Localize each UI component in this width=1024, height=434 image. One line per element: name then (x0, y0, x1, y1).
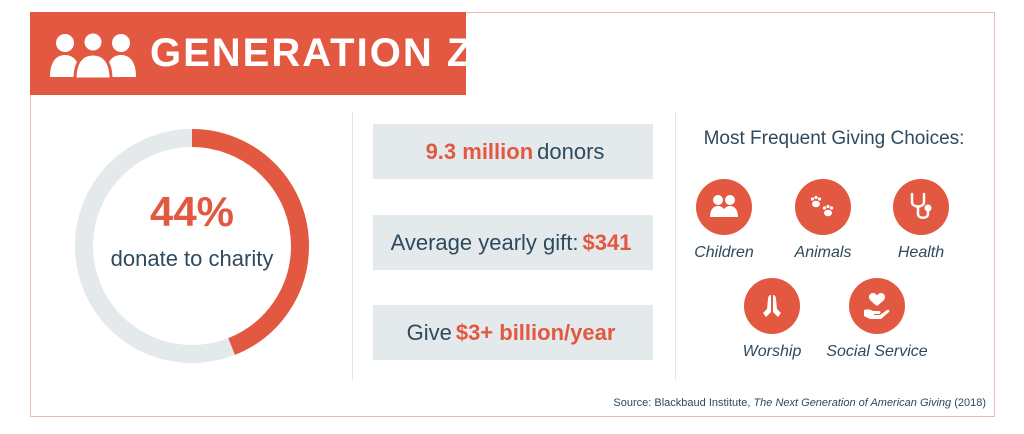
source-suffix: (2018) (951, 397, 986, 409)
divider-left (352, 112, 353, 380)
choice-children-label: Children (694, 244, 754, 261)
children-icon (710, 195, 738, 217)
paw-prints-icon (810, 195, 834, 217)
donut-arc (75, 129, 309, 363)
header-banner: GENERATION Z (30, 12, 471, 95)
source-citation: Source: Blackbaud Institute, The Next Ge… (613, 397, 986, 409)
choice-worship-label: Worship (742, 343, 802, 360)
people-group-icon (50, 30, 136, 79)
divider-right (675, 112, 676, 380)
source-prefix: Source: Blackbaud Institute, (613, 397, 754, 409)
source-work-title: The Next Generation of American Giving (753, 397, 952, 409)
choice-social-service: Social Service (817, 278, 937, 361)
heart-in-hand-icon (864, 293, 890, 319)
donate-percent: 44% (149, 188, 235, 235)
donut-chart (75, 129, 309, 363)
stat-average-gift: Average yearly gift: $341 (373, 215, 653, 270)
choice-children: Children (664, 179, 784, 262)
choice-animals: Animals (763, 179, 883, 262)
choice-health: Health (861, 179, 981, 262)
choice-animals-label: Animals (794, 244, 852, 261)
praying-hands-icon (763, 295, 781, 317)
stat-donors-after: donors (537, 138, 605, 164)
page-title: GENERATION Z (150, 31, 474, 75)
choice-social-service-label: Social Service (826, 343, 928, 360)
stat-donors-value: 9.3 million (425, 138, 534, 164)
giving-choices-title: Most Frequent Giving Choices: (703, 128, 965, 149)
infographic-frame (30, 12, 995, 417)
choice-health-label: Health (897, 244, 945, 261)
stat-total-giving: Give $3+ billion/year (373, 305, 653, 360)
donate-caption: donate to charity (110, 246, 274, 271)
stat-average-gift-value: $341 (582, 229, 632, 255)
stethoscope-icon (910, 192, 932, 219)
stat-donors: 9.3 million donors (373, 124, 653, 179)
choice-worship: Worship (712, 278, 832, 361)
stat-total-giving-value: $3+ billion/year (455, 319, 616, 345)
stat-average-gift-before: Average yearly gift: (390, 229, 579, 255)
stat-total-giving-before: Give (406, 319, 452, 345)
